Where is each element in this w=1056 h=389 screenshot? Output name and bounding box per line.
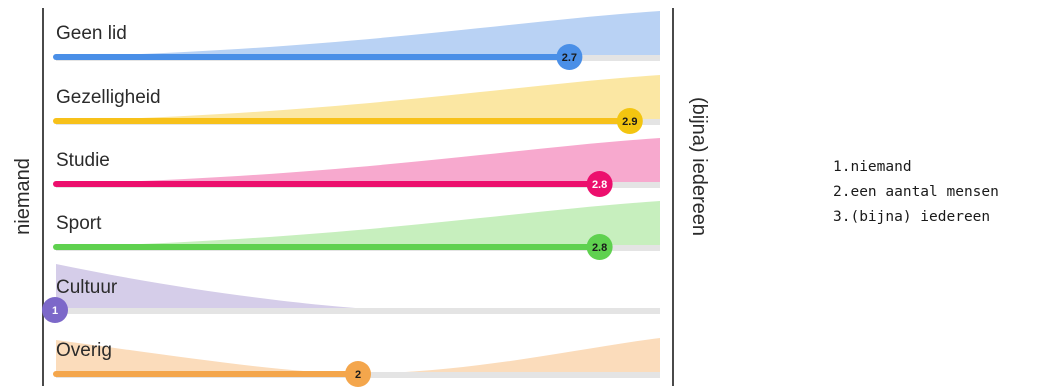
value-marker: [556, 44, 583, 70]
value-label: 1: [52, 305, 58, 317]
value-label: 2.8: [592, 242, 607, 254]
distribution-area: [56, 75, 660, 121]
category-label-studie: Studie: [56, 150, 110, 171]
category-label-overig: Overig: [56, 340, 112, 361]
category-label-sport: Sport: [56, 213, 102, 234]
distribution-area: [56, 264, 386, 310]
scale-legend: 1.niemand 2.een aantal mensen 3.(bijna) …: [833, 155, 999, 230]
value-marker: [345, 361, 371, 387]
distribution-area: [56, 338, 660, 374]
distribution-area: [56, 138, 660, 184]
value-marker: [42, 297, 68, 323]
legend-item: 3.(bijna) iedereen: [833, 209, 991, 225]
distribution-area: [56, 11, 660, 57]
legend-item: 2.een aantal mensen: [833, 184, 999, 200]
category-label-gezelligheid: Gezelligheid: [56, 87, 161, 108]
category-label-cultuur: Cultuur: [56, 277, 118, 298]
value-marker: [616, 108, 643, 134]
value-label: 2.9: [622, 116, 637, 128]
value-label: 2.7: [562, 52, 577, 64]
value-marker: [586, 234, 613, 260]
value-label: 2.8: [592, 179, 607, 191]
category-label-geen-lid: Geen lid: [56, 23, 127, 44]
value-label: 2: [355, 369, 361, 381]
left-axis-label: niemand: [11, 158, 34, 235]
legend-item: 1.niemand: [833, 159, 912, 175]
distribution-area: [56, 201, 660, 247]
value-marker: [586, 171, 613, 197]
right-axis-label: (bijna) iedereen: [687, 97, 710, 236]
